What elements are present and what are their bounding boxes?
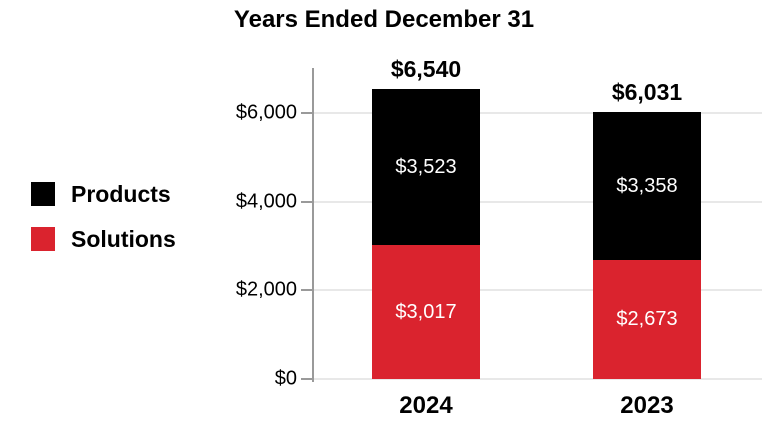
bar-value-label-products-2023: $3,358: [616, 174, 678, 197]
chart-title: Years Ended December 31: [233, 6, 535, 33]
y-axis-tick-4000: [301, 200, 313, 203]
legend-label-products: Products: [71, 180, 171, 207]
legend-label-solutions: Solutions: [71, 225, 176, 252]
gridline-2000: [313, 289, 762, 292]
y-axis-tick-6000: [301, 111, 313, 114]
bar-segment-solutions-2023: $2,673: [593, 260, 701, 379]
chart-legend: Products Solutions: [31, 180, 176, 272]
legend-item-products: Products: [31, 180, 176, 207]
y-axis-label-2000: $2,000: [235, 278, 297, 301]
bar-total-label-2023: $6,031: [611, 78, 683, 105]
bar-segment-products-2024: $3,523: [372, 89, 480, 246]
y-axis-label-4000: $4,000: [235, 190, 297, 213]
y-axis-label-0: $0: [274, 367, 297, 390]
x-axis-label-2023: 2023: [620, 392, 674, 419]
legend-swatch-solutions: [31, 227, 55, 251]
bar-segment-solutions-2024: $3,017: [372, 245, 480, 379]
bar-segment-products-2023: $3,358: [593, 111, 701, 261]
legend-item-solutions: Solutions: [31, 225, 176, 252]
y-axis-line: [312, 68, 314, 382]
x-axis-label-2024: 2024: [399, 392, 453, 419]
legend-swatch-products: [31, 182, 55, 206]
y-axis-tick-2000: [301, 289, 313, 292]
gridline-6000: [313, 111, 762, 114]
bar-value-label-solutions-2024: $3,017: [395, 300, 457, 323]
y-axis-tick-0: [301, 378, 313, 380]
gridline-4000: [313, 200, 762, 203]
bar-value-label-solutions-2023: $2,673: [616, 308, 678, 331]
bar-value-label-products-2024: $3,523: [395, 155, 457, 178]
bar-total-label-2024: $6,540: [390, 56, 462, 82]
gridline-0: [313, 378, 762, 380]
y-axis-label-6000: $6,000: [235, 101, 297, 124]
